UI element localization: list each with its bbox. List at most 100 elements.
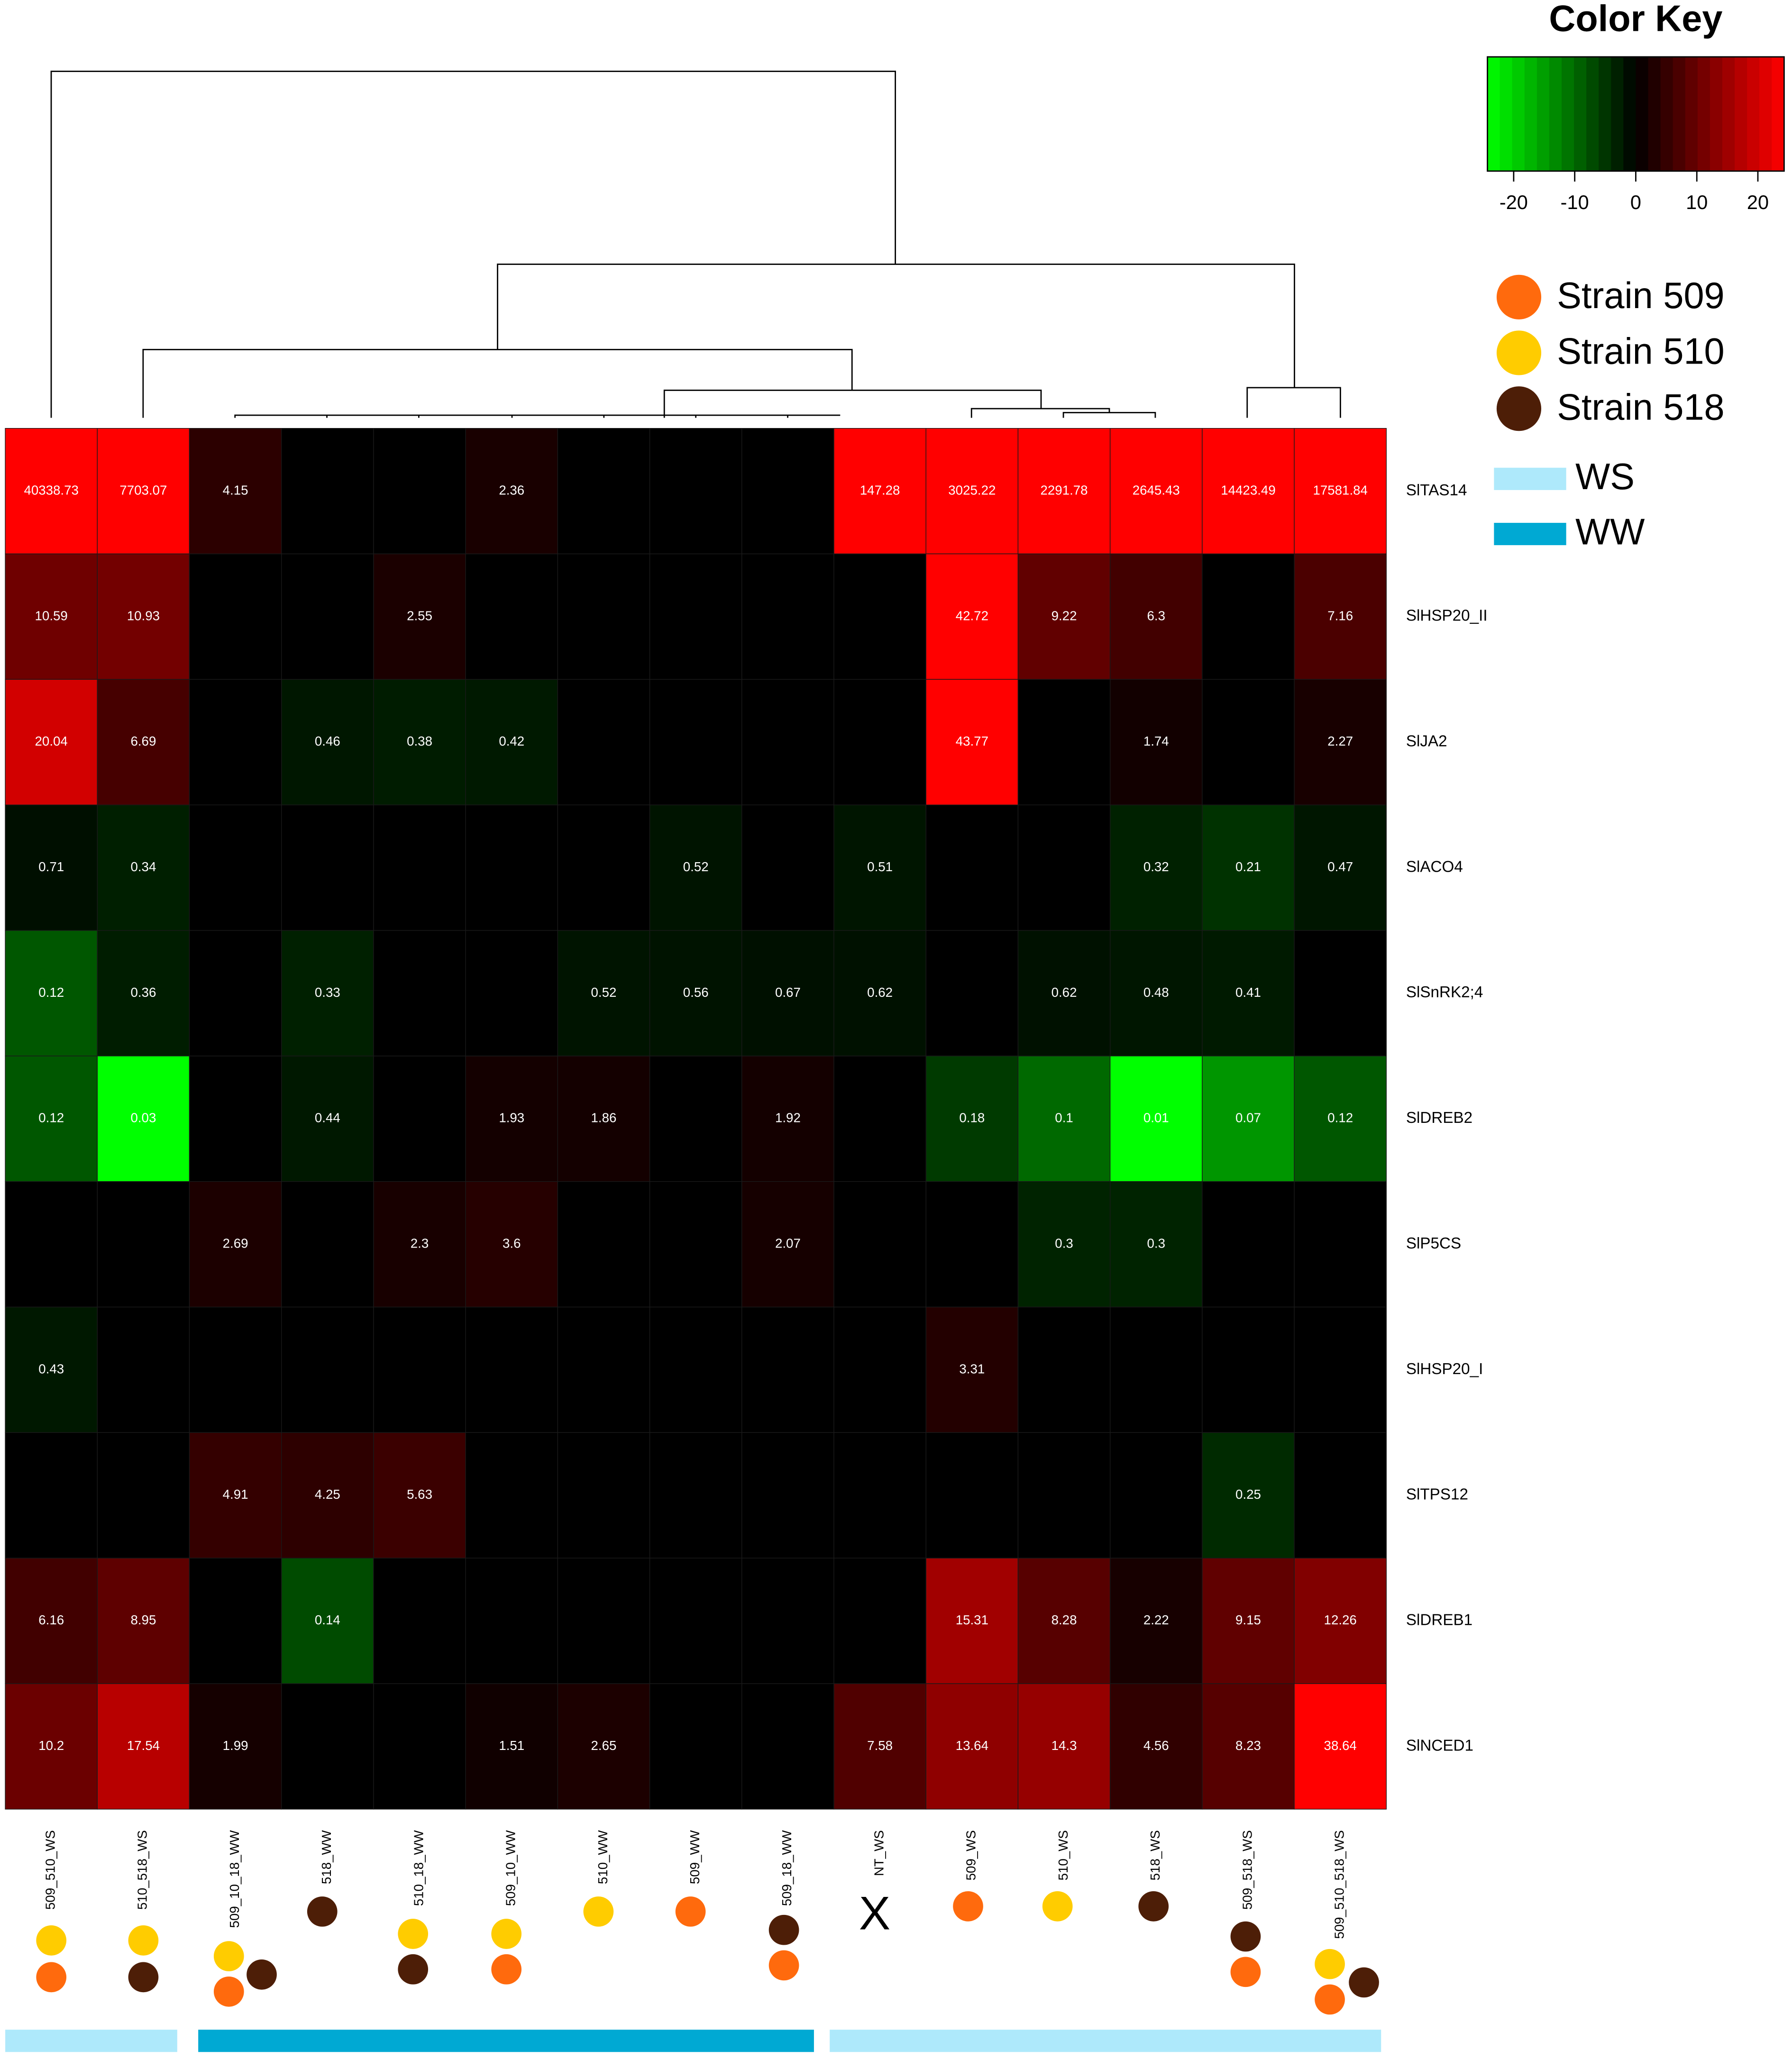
empty-cell bbox=[649, 1683, 742, 1810]
cell bbox=[557, 1056, 650, 1182]
empty-cell bbox=[373, 804, 466, 931]
empty-cell bbox=[649, 428, 742, 555]
cell bbox=[189, 1181, 282, 1308]
cell bbox=[925, 428, 1019, 555]
cell bbox=[925, 679, 1019, 805]
legend-label: WW bbox=[1575, 511, 1645, 552]
cell-label: 6.16 bbox=[38, 1613, 64, 1627]
empty-cell bbox=[741, 1306, 834, 1433]
empty-cell bbox=[373, 1306, 466, 1433]
empty-cell bbox=[833, 1558, 926, 1684]
cell bbox=[281, 1056, 374, 1182]
empty-cell bbox=[649, 1306, 742, 1433]
legend-label: WS bbox=[1575, 456, 1635, 497]
column-label: 509_518_WS bbox=[1240, 1830, 1254, 1910]
cell bbox=[833, 804, 926, 931]
cell-label: 0.52 bbox=[683, 859, 709, 874]
color-key-band bbox=[1685, 57, 1698, 171]
cell bbox=[281, 1558, 374, 1684]
cell bbox=[373, 679, 466, 805]
cell bbox=[97, 804, 190, 931]
cell-label: 2.07 bbox=[775, 1236, 801, 1250]
color-key-band bbox=[1487, 57, 1500, 171]
cell-label: 4.15 bbox=[223, 483, 248, 497]
strain-marker bbox=[491, 1954, 522, 1985]
empty-cell bbox=[557, 553, 650, 680]
column-label: 509_10_WW bbox=[503, 1830, 518, 1906]
cell bbox=[1109, 1056, 1203, 1182]
group-bar bbox=[198, 2030, 814, 2052]
legend-swatch bbox=[1496, 386, 1542, 431]
column-label: 509_WW bbox=[687, 1830, 702, 1884]
empty-cell bbox=[189, 1306, 282, 1433]
cell bbox=[1017, 930, 1111, 1057]
cell bbox=[97, 930, 190, 1057]
empty-cell bbox=[373, 1558, 466, 1684]
empty-cell bbox=[1017, 679, 1111, 805]
cell-label: 0.12 bbox=[38, 1111, 64, 1125]
cell-label: 0.43 bbox=[38, 1361, 64, 1376]
cell bbox=[1202, 1683, 1295, 1810]
cell-label: 0.56 bbox=[683, 985, 709, 1000]
column-label: 510_518_WS bbox=[135, 1830, 150, 1910]
cell bbox=[649, 930, 742, 1057]
color-key-band bbox=[1586, 57, 1600, 171]
empty-cell bbox=[1017, 804, 1111, 931]
color-key-band bbox=[1499, 57, 1513, 171]
cell-label: 3.6 bbox=[503, 1236, 521, 1250]
strain-marker bbox=[1230, 1921, 1261, 1952]
color-key-tick-label: -10 bbox=[1561, 191, 1589, 213]
empty-cell bbox=[465, 1558, 558, 1684]
cell bbox=[5, 428, 98, 555]
column-label: 510_18_WW bbox=[411, 1830, 426, 1906]
cell-label: 20.04 bbox=[35, 734, 68, 748]
cell-label: 9.15 bbox=[1235, 1613, 1261, 1627]
empty-cell bbox=[833, 679, 926, 805]
cell bbox=[1202, 1558, 1295, 1684]
row-label: SlP5CS bbox=[1406, 1235, 1461, 1252]
cell bbox=[1109, 553, 1203, 680]
strain-marker bbox=[1230, 1957, 1261, 1987]
cell bbox=[1017, 553, 1111, 680]
empty-cell bbox=[1294, 1306, 1387, 1433]
cell bbox=[557, 1683, 650, 1810]
cell-label: 17.54 bbox=[127, 1738, 160, 1753]
empty-cell bbox=[649, 1558, 742, 1684]
cell bbox=[1294, 1056, 1387, 1182]
cell-label: 17581.84 bbox=[1313, 483, 1367, 497]
cell-label: 0.14 bbox=[315, 1613, 340, 1627]
cell-label: 2.22 bbox=[1143, 1613, 1169, 1627]
cell bbox=[1202, 804, 1295, 931]
cell bbox=[97, 1056, 190, 1182]
color-key-tick-label: 0 bbox=[1630, 191, 1641, 213]
empty-cell bbox=[741, 1432, 834, 1558]
empty-cell bbox=[189, 553, 282, 680]
cell bbox=[1109, 1683, 1203, 1810]
cell-label: 0.07 bbox=[1235, 1111, 1261, 1125]
empty-cell bbox=[649, 679, 742, 805]
empty-cell bbox=[189, 1558, 282, 1684]
cell bbox=[465, 428, 558, 555]
empty-cell bbox=[1109, 1306, 1203, 1433]
cell bbox=[189, 428, 282, 555]
empty-cell bbox=[833, 1306, 926, 1433]
cell-label: 0.3 bbox=[1147, 1236, 1166, 1250]
color-key-band bbox=[1524, 57, 1537, 171]
empty-cell bbox=[281, 1181, 374, 1308]
empty-cell bbox=[373, 1683, 466, 1810]
cell bbox=[373, 553, 466, 680]
cell-label: 10.93 bbox=[127, 608, 160, 623]
empty-cell bbox=[741, 679, 834, 805]
empty-cell bbox=[465, 1306, 558, 1433]
color-key-band bbox=[1697, 57, 1710, 171]
cell-label: 0.42 bbox=[499, 734, 524, 748]
empty-cell bbox=[281, 1306, 374, 1433]
strain-marker bbox=[583, 1896, 614, 1927]
empty-cell bbox=[189, 1056, 282, 1182]
cell-label: 0.62 bbox=[867, 985, 893, 1000]
color-key-band bbox=[1512, 57, 1525, 171]
color-key-band bbox=[1536, 57, 1550, 171]
empty-cell bbox=[649, 1056, 742, 1182]
row-label: SlJA2 bbox=[1406, 733, 1447, 750]
strain-marker bbox=[1349, 1967, 1379, 1998]
